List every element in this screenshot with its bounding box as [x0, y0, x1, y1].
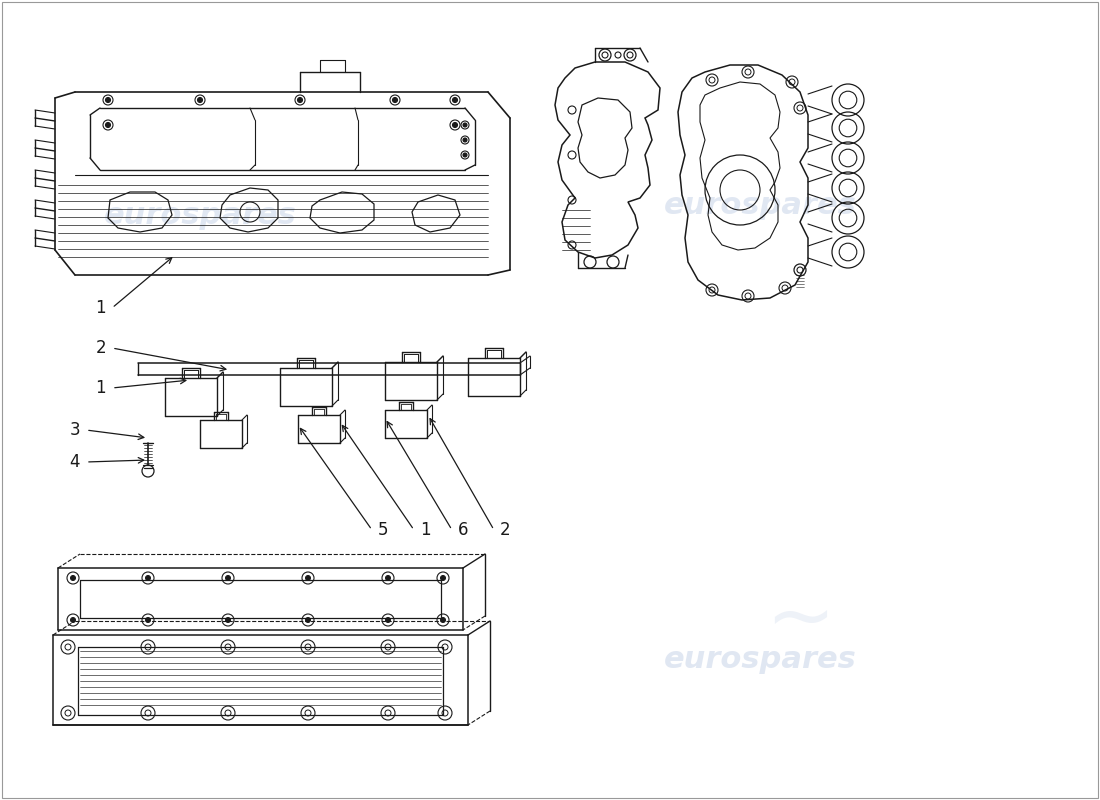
Circle shape [70, 575, 76, 581]
Text: 1: 1 [96, 299, 106, 317]
Circle shape [106, 98, 110, 102]
Text: eurospares: eurospares [103, 201, 296, 230]
Text: ~: ~ [766, 579, 835, 661]
Text: 3: 3 [69, 421, 80, 439]
Text: 1: 1 [96, 379, 106, 397]
Text: 5: 5 [378, 521, 388, 539]
Circle shape [297, 98, 302, 102]
Circle shape [306, 618, 310, 622]
Circle shape [226, 618, 231, 622]
Circle shape [70, 618, 76, 622]
Circle shape [393, 98, 397, 102]
Text: eurospares: eurospares [663, 646, 857, 674]
Circle shape [463, 123, 467, 127]
Text: 4: 4 [69, 453, 80, 471]
Circle shape [226, 575, 231, 581]
Circle shape [385, 618, 390, 622]
Circle shape [106, 122, 110, 127]
Text: 2: 2 [96, 339, 106, 357]
Circle shape [463, 153, 467, 157]
Text: 1: 1 [420, 521, 430, 539]
Circle shape [452, 98, 458, 102]
Circle shape [440, 575, 446, 581]
Circle shape [452, 122, 458, 127]
Text: eurospares: eurospares [663, 190, 857, 219]
Text: 6: 6 [458, 521, 469, 539]
Circle shape [145, 575, 151, 581]
Circle shape [440, 618, 446, 622]
Circle shape [145, 618, 151, 622]
Circle shape [306, 575, 310, 581]
Circle shape [463, 138, 467, 142]
Text: 2: 2 [500, 521, 510, 539]
Circle shape [198, 98, 202, 102]
Circle shape [385, 575, 390, 581]
